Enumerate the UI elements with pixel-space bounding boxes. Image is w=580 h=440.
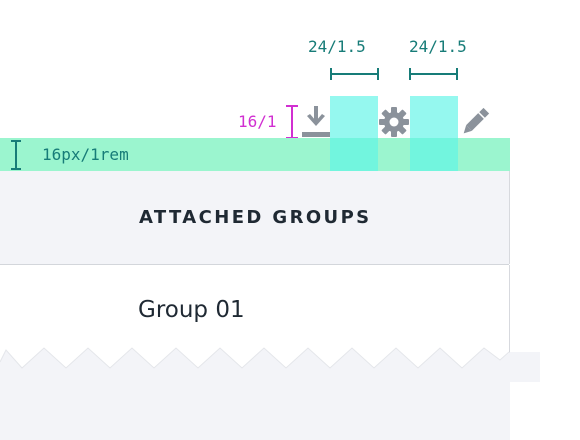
icon-width-label-left: 24/1.5: [308, 37, 366, 56]
icon-width-label-right: 24/1.5: [409, 37, 467, 56]
icon-width-bracket-left: [330, 67, 380, 81]
spacing-bracket: [10, 140, 22, 170]
spacing-label: 16px/1rem: [42, 145, 129, 164]
column-header-attached-groups[interactable]: ATTACHED GROUPS: [139, 207, 372, 228]
icon-area-highlight-right: [410, 96, 458, 172]
icon-height-bracket: [285, 105, 299, 139]
icon-width-bracket-right: [409, 67, 459, 81]
pencil-icon[interactable]: [458, 105, 492, 139]
icon-area-highlight-left: [330, 96, 378, 172]
icon-height-label: 16/1: [238, 112, 277, 131]
table-header-row: ATTACHED GROUPS: [0, 171, 510, 264]
torn-edge: [0, 340, 580, 440]
download-icon[interactable]: [302, 104, 330, 138]
cell-group-name: Group 01: [138, 297, 245, 323]
gear-icon[interactable]: [378, 106, 410, 138]
